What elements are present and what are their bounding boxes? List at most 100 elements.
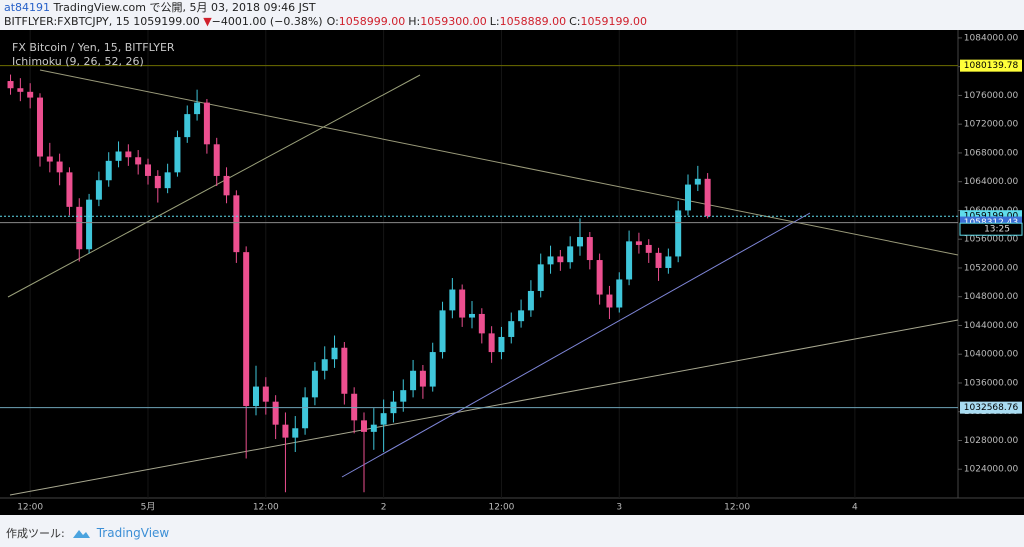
candle-body	[694, 178, 701, 185]
ohlc-value: 1059300.00	[420, 15, 487, 28]
candle-body	[586, 237, 593, 261]
ohlc-label: O:	[326, 15, 339, 28]
ohlc: O:1058999.00 H:1059300.00 L:1058889.00 C:10…	[323, 15, 650, 28]
countdown: 13:25	[984, 225, 1010, 235]
x-tick-label: 12:00	[253, 503, 279, 513]
y-tick-label: 1052000.00	[964, 263, 1019, 273]
candle-body	[154, 175, 161, 189]
candle-body	[203, 102, 210, 145]
y-tick-label: 1048000.00	[964, 292, 1019, 302]
user[interactable]: at84191	[4, 1, 51, 14]
price-label-bg	[960, 59, 1022, 72]
candle-body	[380, 413, 387, 425]
ohlc-value: 1058889.00	[499, 15, 567, 28]
candle-body	[557, 256, 564, 263]
price-label: 1080139.78	[964, 61, 1019, 71]
candle-body	[508, 321, 515, 337]
candle-body	[125, 151, 132, 158]
candle-body	[645, 244, 652, 253]
candle-body	[547, 256, 554, 265]
candle-body	[488, 333, 495, 353]
candle-body	[272, 401, 279, 425]
candle-body	[56, 161, 63, 173]
candle-body	[17, 88, 24, 92]
candle-body	[213, 144, 220, 176]
y-tick-label: 1084000.00	[964, 33, 1019, 43]
candle-body	[459, 289, 466, 318]
candle-body	[262, 386, 269, 402]
candle-body	[675, 210, 682, 257]
y-tick-label: 1044000.00	[964, 321, 1019, 331]
candle-body	[76, 206, 83, 250]
chart: 1024000.001028000.001032000.001036000.00…	[0, 30, 1024, 515]
candle-body	[36, 97, 43, 157]
candle-body	[655, 252, 662, 268]
candle-body	[626, 241, 633, 280]
x-tick-label: 3	[616, 503, 622, 513]
candle-body	[616, 279, 623, 308]
candle-body	[419, 370, 426, 387]
y-tick-label: 1068000.00	[964, 148, 1019, 158]
candle-body	[684, 184, 691, 211]
x-tick-label: 4	[852, 503, 858, 513]
candle-body	[478, 313, 485, 334]
candle-body	[704, 178, 711, 217]
candle-body	[302, 397, 309, 429]
candle-body	[527, 290, 534, 311]
trend-line	[341, 212, 811, 478]
candles	[7, 74, 711, 493]
price-label: 1032568.76	[964, 403, 1019, 413]
y-tick-label: 1028000.00	[964, 436, 1019, 446]
y-tick-label: 1064000.00	[964, 177, 1019, 187]
candle-body	[351, 393, 358, 421]
y-tick-label: 1072000.00	[964, 120, 1019, 130]
candle-body	[360, 420, 367, 432]
arrow: ▼	[203, 15, 212, 28]
candle-body	[7, 81, 14, 89]
candle-body	[184, 114, 191, 138]
header-line-2: BITFLYER:FXBTCJPY, 15 1059199.00 ▼−4001.…	[4, 15, 1024, 29]
trend-line	[7, 74, 421, 298]
candle-body	[86, 199, 93, 250]
x-tick-label: 2	[381, 503, 387, 513]
candle-body	[311, 370, 318, 398]
candle-body	[468, 313, 475, 318]
candle-body	[321, 359, 328, 371]
candle-body	[144, 164, 151, 176]
candle-body	[292, 428, 299, 438]
candle-body	[164, 172, 171, 189]
brand[interactable]: TradingView	[96, 526, 170, 540]
x-tick-label: 5月	[141, 502, 156, 513]
candle-body	[635, 241, 642, 245]
header: at84191 TradingView.com で公開, 5月 03, 2018…	[0, 0, 1024, 30]
made-with: 作成ツール:	[6, 527, 65, 540]
candle-body	[429, 352, 436, 387]
y-tick-label: 1036000.00	[964, 378, 1019, 388]
footer: 作成ツール: TradingView	[0, 519, 1024, 547]
candle-body	[223, 175, 230, 196]
candle-body	[95, 180, 102, 200]
trend-line	[39, 69, 959, 256]
candle-body	[282, 424, 289, 438]
candle-body	[400, 390, 407, 402]
symbol: BITFLYER:FXBTCJPY, 15	[4, 15, 130, 28]
candle-body	[194, 102, 201, 115]
price-label-bg	[960, 401, 1022, 414]
candle-body	[370, 424, 377, 432]
legend-indicator: Ichimoku (9, 26, 52, 26)	[12, 55, 144, 68]
candle-body	[331, 347, 338, 360]
candle-body	[537, 264, 544, 291]
published: TradingView.com で公開, 5月 03, 2018 09:46 J…	[53, 1, 316, 14]
ohlc-value: 1059199.00	[580, 15, 647, 28]
candle-body	[341, 347, 348, 394]
candle-body	[449, 289, 456, 311]
ohlc-value: 1058999.00	[338, 15, 406, 28]
header-line-1: at84191 TradingView.com で公開, 5月 03, 2018…	[4, 1, 1024, 15]
candle-body	[498, 336, 505, 353]
candle-body	[252, 386, 259, 406]
brand-icon	[72, 530, 90, 538]
candle-body	[66, 172, 73, 207]
x-tick-label: 12:00	[488, 503, 514, 513]
y-tick-label: 1076000.00	[964, 91, 1019, 101]
